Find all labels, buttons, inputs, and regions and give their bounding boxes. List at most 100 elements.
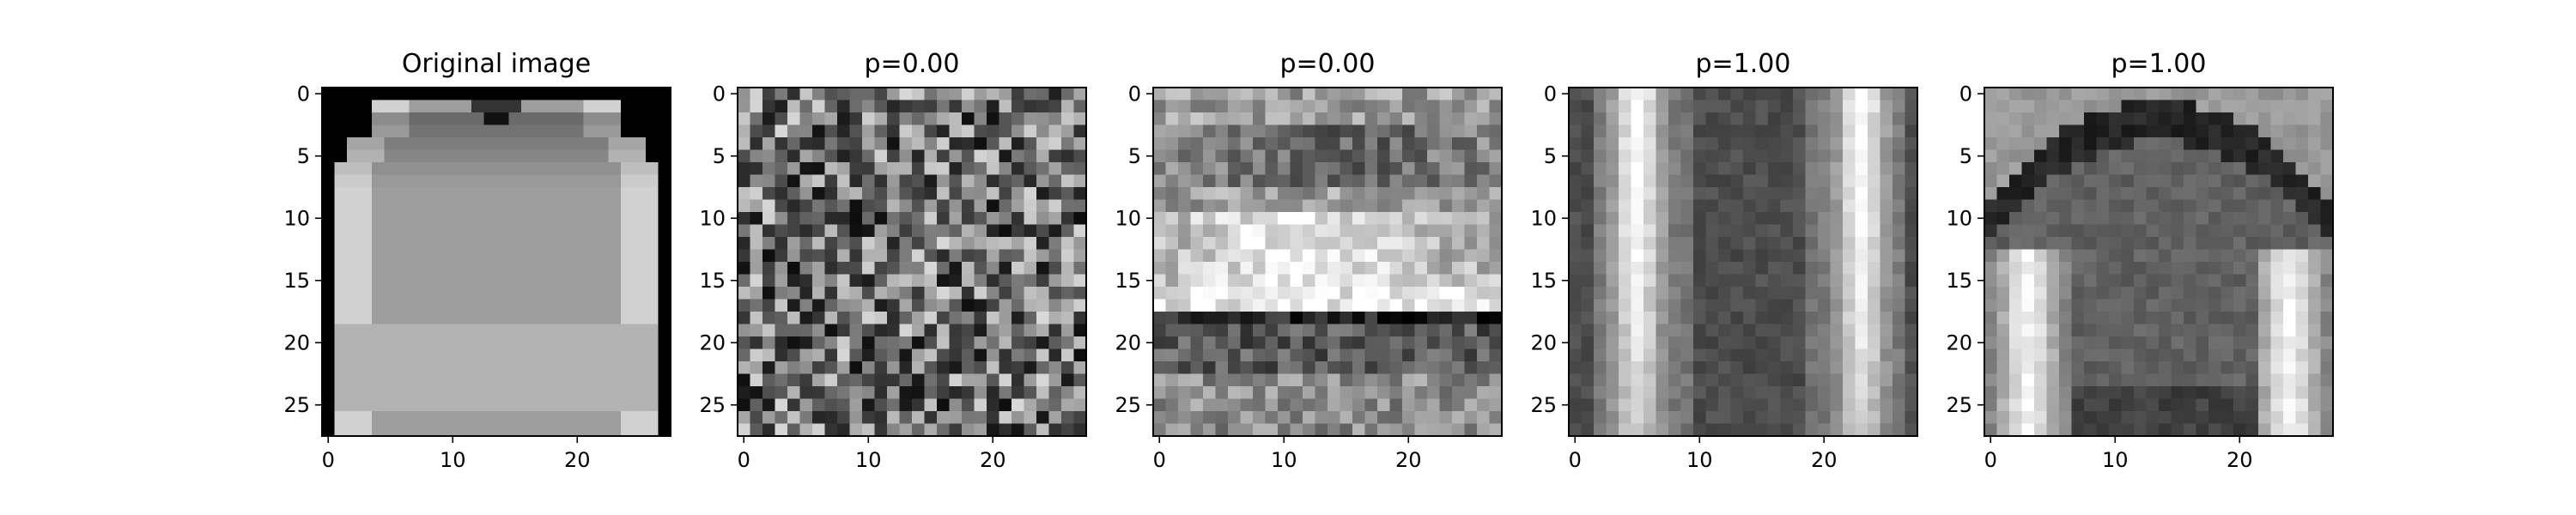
pixel <box>571 88 584 100</box>
pixel <box>1253 348 1266 362</box>
pixel <box>899 274 913 288</box>
pixel <box>483 224 497 238</box>
pixel <box>862 423 875 437</box>
pixel <box>2308 274 2321 288</box>
pixel <box>2134 312 2147 324</box>
pixel <box>1718 312 1731 324</box>
pixel <box>1743 212 1756 225</box>
pixel <box>2134 199 2147 213</box>
pixel <box>1402 386 1415 399</box>
pixel <box>1190 423 1204 437</box>
pixel <box>1718 287 1731 300</box>
pixel <box>372 100 385 113</box>
pixel <box>2258 100 2271 113</box>
pixel <box>1464 237 1478 250</box>
pixel <box>974 187 987 200</box>
pixel <box>1414 423 1428 437</box>
pixel <box>1868 411 1880 424</box>
pixel <box>1073 423 1087 437</box>
pixel <box>1594 249 1607 263</box>
pixel <box>2233 88 2246 100</box>
pixel <box>2084 324 2097 337</box>
pixel <box>558 361 572 374</box>
pixel <box>762 324 775 337</box>
pixel <box>1718 237 1731 250</box>
pixel <box>1755 124 1769 138</box>
pixel <box>1153 162 1166 175</box>
pixel <box>1830 287 1844 300</box>
pixel <box>2134 149 2147 163</box>
pixel <box>1656 249 1669 263</box>
pixel <box>787 162 800 175</box>
pixel <box>1780 361 1794 374</box>
pixel <box>1984 361 1997 374</box>
pixel <box>1643 249 1656 263</box>
pixel <box>1290 361 1303 374</box>
pixel <box>2059 386 2072 399</box>
pixel <box>1153 336 1166 349</box>
pixel <box>987 299 999 312</box>
pixel <box>2320 411 2334 424</box>
pixel <box>471 361 484 374</box>
pixel <box>1165 88 1179 100</box>
pixel <box>1668 149 1681 163</box>
pixel <box>799 224 813 238</box>
pixel <box>372 348 385 362</box>
pixel <box>1996 361 2010 374</box>
pixel <box>1439 386 1453 399</box>
pixel <box>459 88 472 100</box>
pixel <box>1377 88 1390 100</box>
pixel <box>596 100 609 113</box>
pixel <box>1631 411 1644 424</box>
pixel <box>397 249 410 263</box>
pixel <box>2308 423 2321 437</box>
pixel <box>372 336 385 349</box>
pixel <box>2096 124 2110 138</box>
pixel <box>824 174 838 188</box>
pixel <box>2109 324 2122 337</box>
pixel <box>2171 137 2184 150</box>
pixel <box>1780 137 1794 150</box>
pixel <box>596 224 609 238</box>
pixel <box>372 386 385 399</box>
pixel <box>1705 262 1719 275</box>
pixel <box>1631 324 1644 337</box>
pixel <box>508 187 522 200</box>
pixel <box>1178 398 1191 412</box>
pixel <box>347 137 360 150</box>
pixel <box>1996 199 2010 213</box>
pixel <box>359 299 373 312</box>
pixel <box>1240 88 1254 100</box>
pixel <box>1190 299 1204 312</box>
pixel <box>762 386 775 399</box>
x-tick-label: 10 <box>1271 448 1297 472</box>
pixel <box>1061 162 1074 175</box>
pixel <box>546 187 559 200</box>
pixel <box>824 336 838 349</box>
pixel <box>2283 423 2296 437</box>
pixel <box>1855 348 1868 362</box>
pixel <box>2059 274 2072 288</box>
pixel <box>787 124 800 138</box>
pixel <box>1240 199 1254 213</box>
x-tick-label: 0 <box>1984 448 1997 472</box>
pixel <box>2196 124 2209 138</box>
pixel <box>2084 348 2097 362</box>
pixel <box>1024 212 1037 225</box>
pixel <box>508 336 522 349</box>
pixel <box>874 287 888 300</box>
pixel <box>372 287 385 300</box>
pixel <box>2096 411 2110 424</box>
pixel <box>1768 187 1781 200</box>
pixel <box>2021 187 2035 200</box>
pixel <box>434 212 447 225</box>
pixel <box>471 224 484 238</box>
pixel <box>1693 149 1706 163</box>
pixel <box>422 162 434 175</box>
pixel <box>1165 237 1179 250</box>
pixel <box>1178 137 1191 150</box>
pixel <box>837 336 850 349</box>
pixel <box>1073 299 1087 312</box>
pixel <box>1215 237 1229 250</box>
pixel <box>2009 100 2022 113</box>
